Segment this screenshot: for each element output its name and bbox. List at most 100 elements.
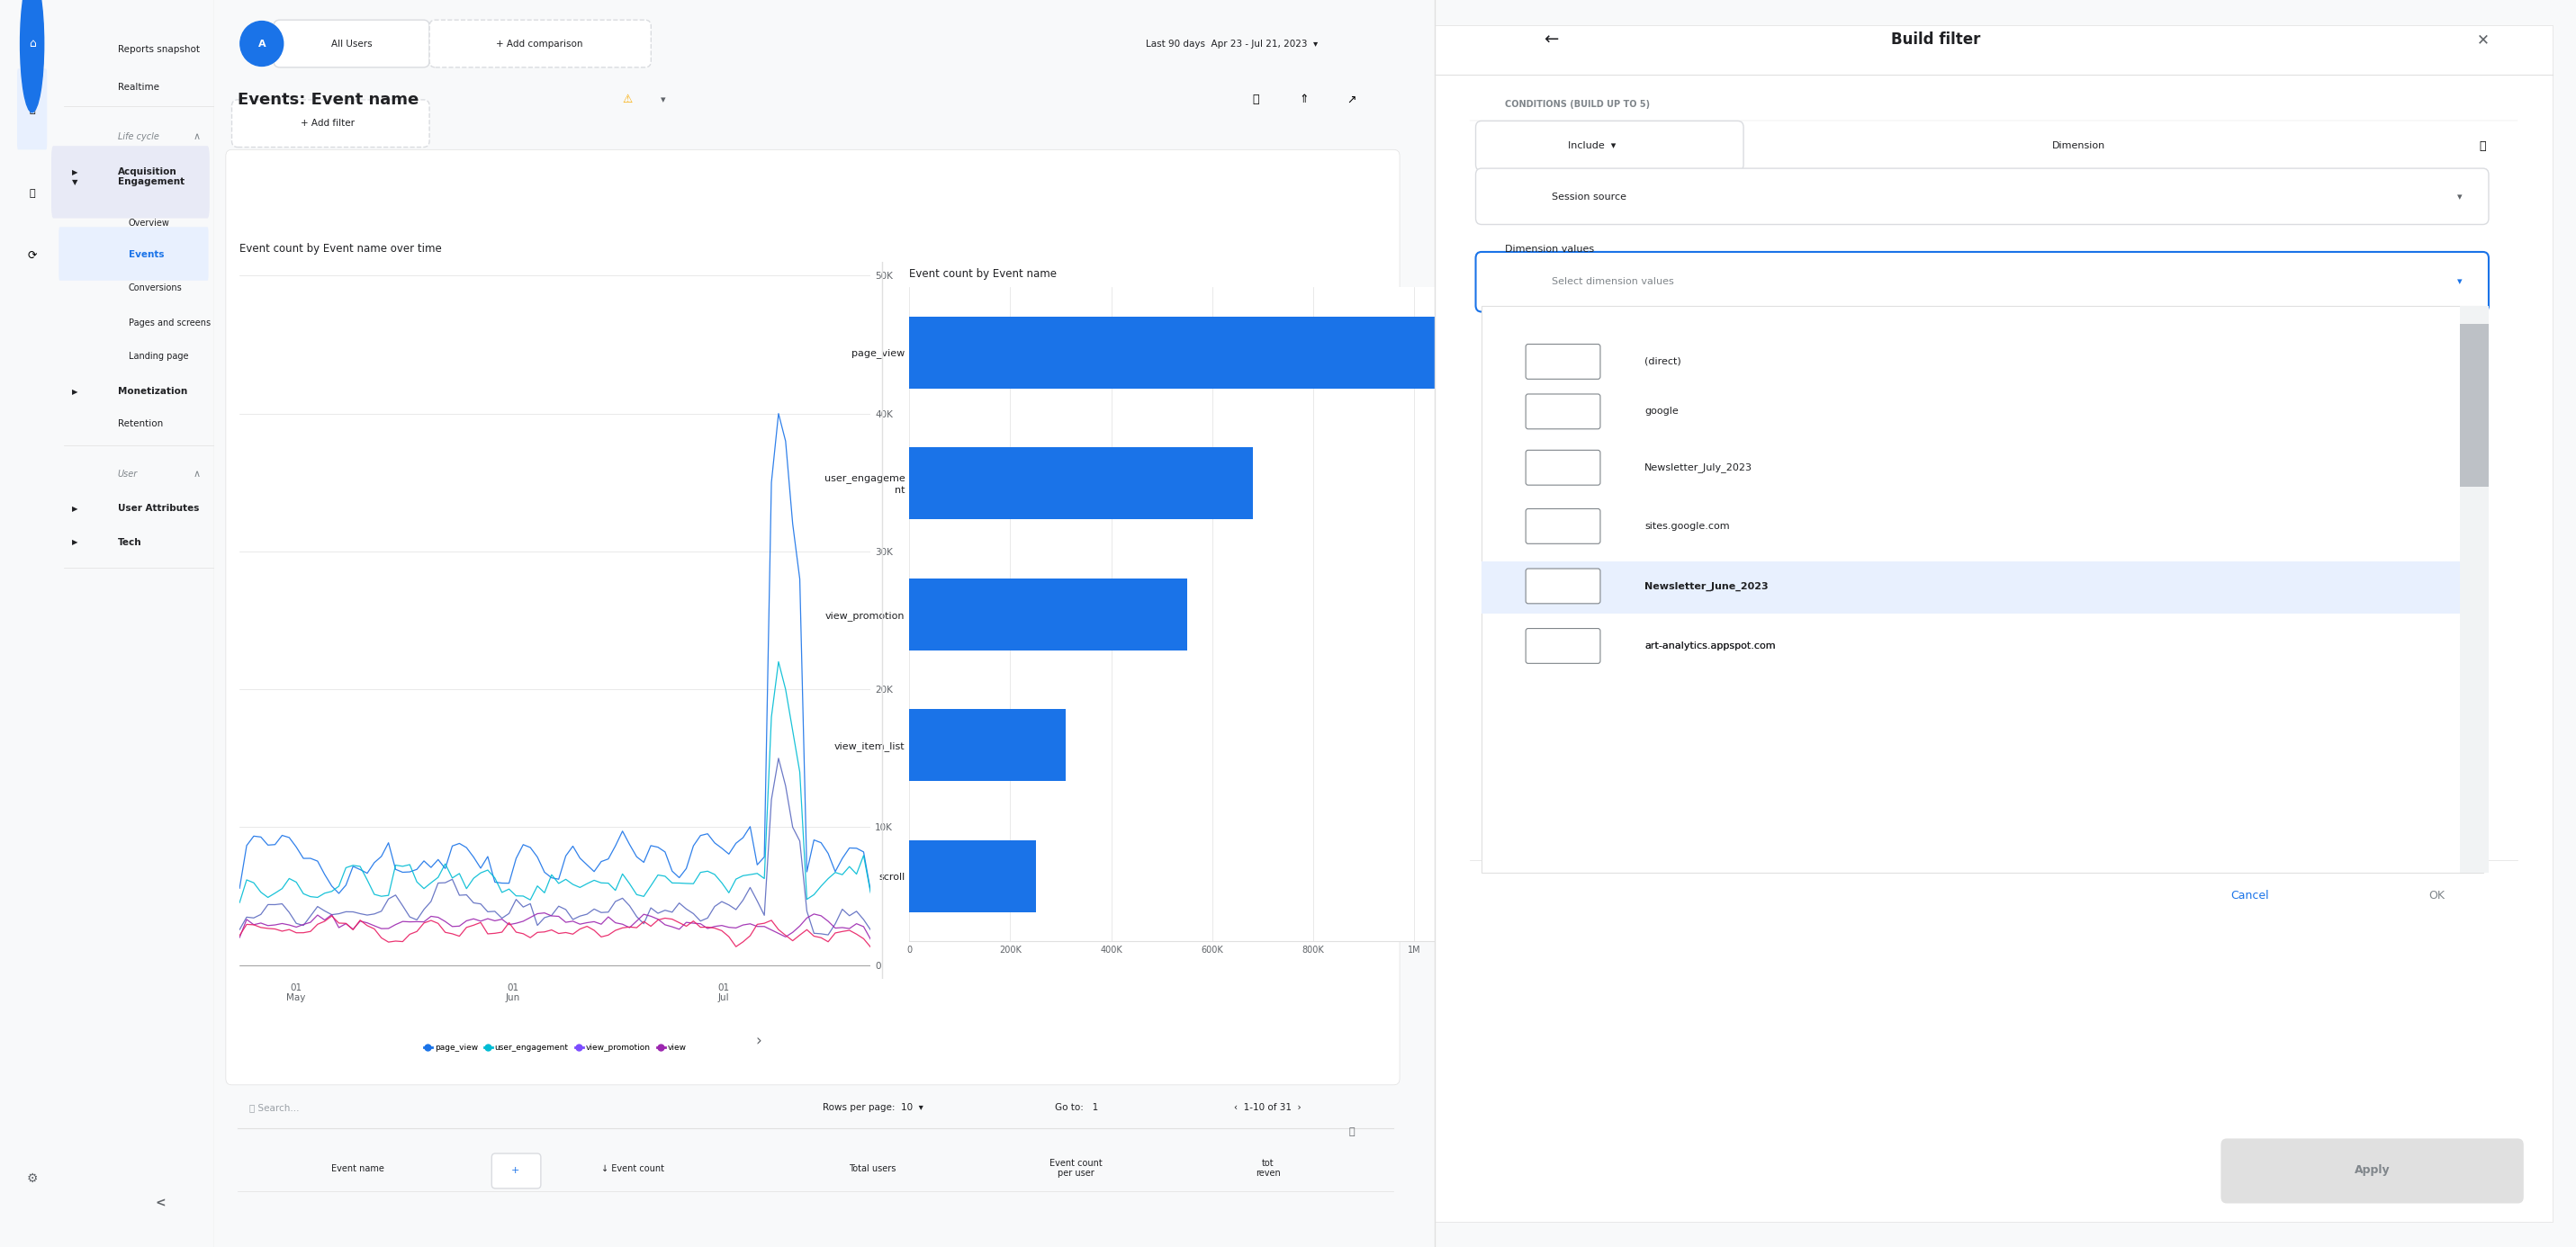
FancyBboxPatch shape xyxy=(1525,394,1600,429)
FancyBboxPatch shape xyxy=(1525,569,1600,604)
FancyBboxPatch shape xyxy=(1481,306,2483,873)
Bar xyxy=(2460,306,2488,873)
Text: google: google xyxy=(1643,407,1680,416)
FancyBboxPatch shape xyxy=(1476,168,2488,224)
Text: art-analytics.appspot.com: art-analytics.appspot.com xyxy=(1643,641,1775,651)
Text: Rows per page:  10  ▾: Rows per page: 10 ▾ xyxy=(822,1102,922,1112)
Text: Newsletter_June_2023: Newsletter_June_2023 xyxy=(1643,581,1767,591)
Text: Events: Events xyxy=(129,249,165,259)
Text: 💬: 💬 xyxy=(28,188,36,198)
Bar xyxy=(909,317,1489,388)
Legend: page_view, user_engagement, view_promotion, view: page_view, user_engagement, view_promoti… xyxy=(420,1040,690,1055)
FancyBboxPatch shape xyxy=(1525,509,1600,544)
FancyBboxPatch shape xyxy=(18,69,46,150)
Text: A: A xyxy=(258,39,265,49)
Bar xyxy=(1481,561,2483,614)
Text: Event count by Event name over time: Event count by Event name over time xyxy=(240,243,443,254)
FancyBboxPatch shape xyxy=(1476,252,2488,312)
Text: ▾: ▾ xyxy=(2458,192,2463,202)
Text: 💬: 💬 xyxy=(1350,1127,1355,1137)
Text: Event count by Event name: Event count by Event name xyxy=(909,268,1056,279)
Text: ↗: ↗ xyxy=(1347,94,1358,106)
Text: ∧: ∧ xyxy=(193,469,201,479)
Text: + Add comparison: + Add comparison xyxy=(497,39,582,49)
Text: Realtime: Realtime xyxy=(118,82,160,92)
Text: Dimension values: Dimension values xyxy=(1504,244,1595,254)
Text: tot
reven: tot reven xyxy=(1255,1158,1280,1178)
FancyBboxPatch shape xyxy=(273,20,430,67)
Text: Engagement: Engagement xyxy=(118,177,185,187)
Text: ←: ← xyxy=(1543,31,1558,49)
Text: Event count
per user: Event count per user xyxy=(1051,1158,1103,1178)
Text: Landing page: Landing page xyxy=(129,352,188,362)
Text: Events: Event name: Events: Event name xyxy=(237,92,420,107)
Bar xyxy=(909,579,1188,650)
Text: Apply: Apply xyxy=(2354,1163,2391,1176)
Text: Conversions: Conversions xyxy=(129,283,183,293)
Text: User: User xyxy=(118,469,137,479)
Text: <: < xyxy=(155,1197,165,1210)
FancyBboxPatch shape xyxy=(1476,121,1744,171)
Bar xyxy=(2460,324,2488,486)
FancyBboxPatch shape xyxy=(2221,1139,2524,1203)
Text: Newsletter_July_2023: Newsletter_July_2023 xyxy=(1643,463,1752,473)
FancyBboxPatch shape xyxy=(1435,25,2553,1222)
Text: ↓ Event count: ↓ Event count xyxy=(603,1163,665,1173)
Text: 📊: 📊 xyxy=(1252,94,1260,106)
Text: ∧: ∧ xyxy=(193,132,201,142)
Text: ✕: ✕ xyxy=(2476,32,2488,47)
Text: ⟳: ⟳ xyxy=(28,249,36,262)
Text: ⇑: ⇑ xyxy=(1298,94,1309,106)
Text: User Attributes: User Attributes xyxy=(118,504,198,514)
Text: ▾: ▾ xyxy=(659,95,665,105)
FancyBboxPatch shape xyxy=(1525,344,1600,379)
Text: 📊: 📊 xyxy=(28,105,36,115)
Text: 🔍 Search...: 🔍 Search... xyxy=(250,1102,299,1112)
Text: + Add filter: + Add filter xyxy=(301,118,355,128)
Text: +: + xyxy=(513,1166,520,1176)
Text: CONDITIONS (BUILD UP TO 5): CONDITIONS (BUILD UP TO 5) xyxy=(1504,100,1649,110)
Text: Dimension: Dimension xyxy=(2053,141,2105,151)
Circle shape xyxy=(240,21,283,66)
Text: Select dimension values: Select dimension values xyxy=(1551,277,1674,287)
Text: ▶: ▶ xyxy=(72,539,77,546)
FancyBboxPatch shape xyxy=(52,146,209,218)
Text: Retention: Retention xyxy=(118,419,162,429)
Text: ⚙: ⚙ xyxy=(26,1172,39,1185)
FancyBboxPatch shape xyxy=(1525,450,1600,485)
Text: Total users: Total users xyxy=(850,1163,896,1173)
FancyBboxPatch shape xyxy=(227,150,1399,1085)
Text: Cancel: Cancel xyxy=(2231,889,2269,902)
Text: ▾: ▾ xyxy=(2458,277,2463,287)
Text: Acquisition: Acquisition xyxy=(118,167,178,177)
FancyBboxPatch shape xyxy=(59,227,209,281)
Text: (direct): (direct) xyxy=(1643,357,1682,367)
Text: Last 90 days  Apr 23 - Jul 21, 2023  ▾: Last 90 days Apr 23 - Jul 21, 2023 ▾ xyxy=(1146,39,1319,49)
Text: Build filter: Build filter xyxy=(1891,32,1981,47)
Text: ▶: ▶ xyxy=(72,168,77,176)
Circle shape xyxy=(21,0,44,112)
Text: OK: OK xyxy=(2429,889,2445,902)
Text: Overview: Overview xyxy=(129,218,170,228)
FancyBboxPatch shape xyxy=(492,1153,541,1188)
Text: Event name: Event name xyxy=(332,1163,384,1173)
Text: Life cycle: Life cycle xyxy=(118,132,160,142)
Text: Reports snapshot: Reports snapshot xyxy=(118,45,198,55)
Text: Session source: Session source xyxy=(1551,192,1625,202)
Text: ▼: ▼ xyxy=(72,178,77,186)
Text: ⌂: ⌂ xyxy=(28,37,36,50)
Text: ▶: ▶ xyxy=(72,388,77,395)
Bar xyxy=(909,710,1066,781)
Bar xyxy=(909,840,1036,912)
Text: Pages and screens: Pages and screens xyxy=(129,318,211,328)
FancyBboxPatch shape xyxy=(430,20,652,67)
Text: Go to:   1: Go to: 1 xyxy=(1054,1102,1097,1112)
Text: All Users: All Users xyxy=(332,39,371,49)
Text: Include  ▾: Include ▾ xyxy=(1569,141,1615,151)
Bar xyxy=(909,448,1252,519)
Text: 🗑: 🗑 xyxy=(2481,140,2486,152)
FancyBboxPatch shape xyxy=(232,100,430,147)
Text: sites.google.com: sites.google.com xyxy=(1643,521,1728,531)
Text: ⚠: ⚠ xyxy=(621,94,631,106)
Text: ›: › xyxy=(755,1034,762,1049)
